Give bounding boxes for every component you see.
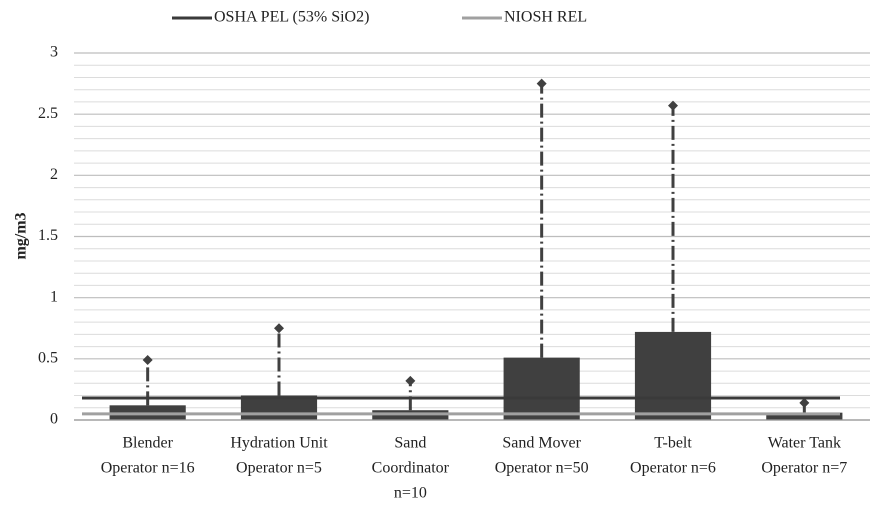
box (503, 357, 580, 420)
max-marker (536, 78, 547, 89)
max-marker (405, 375, 416, 386)
x-tick-label: T-belt (654, 435, 692, 452)
x-tick-label: Hydration Unit (230, 435, 328, 452)
box (240, 395, 318, 420)
box (766, 412, 843, 420)
x-tick-label: Operator n=50 (495, 460, 589, 477)
x-tick-label: Water Tank (768, 435, 841, 452)
x-tick-label: n=10 (394, 485, 427, 502)
x-tick-label: Operator n=6 (630, 460, 716, 477)
y-axis-label: mg/m3 (13, 212, 30, 259)
y-tick-label: 2.5 (38, 105, 58, 122)
legend-label: NIOSH REL (504, 9, 587, 26)
max-marker (799, 397, 810, 408)
x-tick-label: Coordinator (372, 460, 450, 477)
x-tick-label: Operator n=7 (761, 460, 847, 477)
y-tick-label: 1.5 (38, 227, 58, 244)
y-tick-label: 0 (50, 411, 58, 428)
max-marker (274, 323, 284, 334)
box (634, 331, 712, 420)
x-tick-label: Blender (122, 435, 173, 452)
x-tick-label: Sand Mover (502, 435, 581, 452)
x-tick-label: Operator n=16 (101, 460, 195, 477)
x-tick-label: Sand (394, 435, 426, 452)
y-tick-label: 1 (50, 288, 58, 305)
max-marker (142, 355, 153, 366)
y-tick-label: 0.5 (38, 350, 58, 367)
x-tick-label: Operator n=5 (236, 460, 322, 477)
y-tick-label: 2 (50, 166, 58, 183)
y-tick-label: 3 (50, 44, 58, 61)
max-marker (668, 100, 678, 111)
legend-label: OSHA PEL (53% SiO2) (214, 9, 369, 26)
